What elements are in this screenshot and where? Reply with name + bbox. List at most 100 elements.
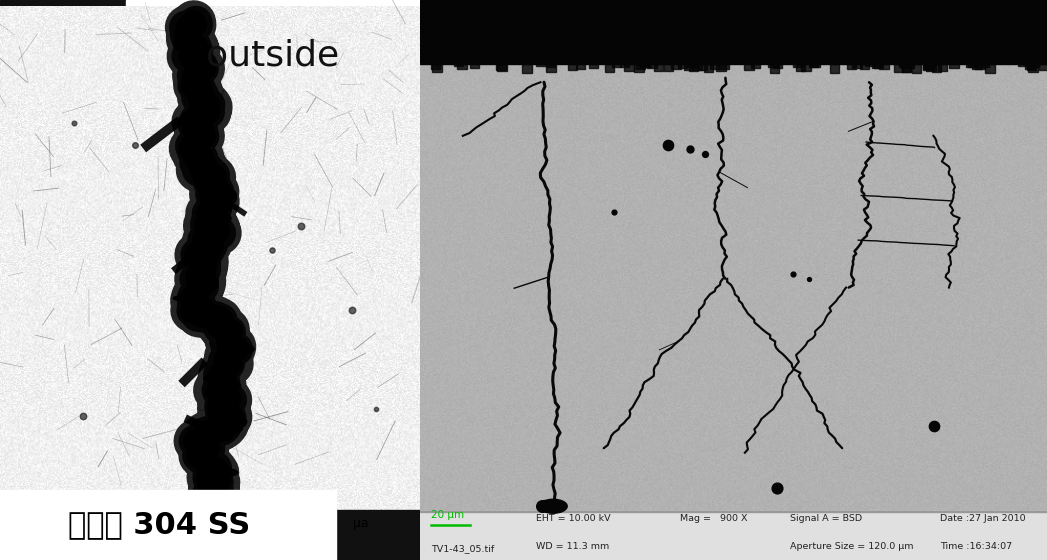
Ellipse shape — [211, 169, 222, 181]
Text: Aperture Size = 120.0 μm: Aperture Size = 120.0 μm — [789, 542, 913, 551]
Point — [74, 412, 91, 421]
Bar — [744, 64, 754, 70]
Point — [800, 274, 817, 283]
Bar — [872, 64, 882, 68]
Ellipse shape — [191, 62, 195, 69]
Bar — [773, 64, 782, 68]
Bar — [1028, 64, 1038, 72]
Ellipse shape — [200, 234, 217, 247]
Ellipse shape — [191, 77, 201, 83]
Ellipse shape — [213, 488, 224, 501]
Ellipse shape — [174, 296, 192, 301]
Bar — [642, 64, 651, 67]
Ellipse shape — [198, 433, 208, 440]
Ellipse shape — [195, 135, 213, 142]
Bar — [536, 64, 545, 66]
Ellipse shape — [201, 460, 219, 471]
Bar — [698, 64, 708, 70]
Ellipse shape — [188, 157, 195, 164]
Ellipse shape — [215, 214, 231, 222]
Bar — [458, 64, 467, 69]
Bar — [430, 64, 440, 69]
Bar — [547, 64, 555, 67]
Bar — [497, 64, 507, 71]
Point — [127, 141, 143, 150]
Ellipse shape — [210, 366, 220, 376]
Bar — [794, 64, 803, 67]
Bar — [1025, 64, 1034, 69]
Bar — [0, 490, 336, 560]
Ellipse shape — [216, 228, 221, 238]
Bar — [567, 64, 577, 70]
Text: 제어봉 304 SS: 제어봉 304 SS — [68, 510, 250, 539]
Bar — [901, 64, 911, 68]
Point — [367, 404, 384, 413]
Bar — [866, 64, 875, 66]
Bar — [0, 510, 420, 560]
Ellipse shape — [187, 32, 195, 42]
Ellipse shape — [190, 111, 207, 123]
Ellipse shape — [228, 400, 232, 414]
Bar — [470, 64, 480, 68]
Text: Date :27 Jan 2010: Date :27 Jan 2010 — [940, 514, 1026, 522]
Ellipse shape — [188, 120, 195, 128]
Bar — [496, 64, 506, 71]
Bar — [453, 64, 463, 66]
Ellipse shape — [228, 190, 237, 203]
Ellipse shape — [216, 350, 229, 363]
Bar — [901, 64, 911, 72]
Ellipse shape — [187, 20, 203, 25]
Ellipse shape — [539, 500, 567, 514]
Ellipse shape — [229, 416, 247, 428]
Point — [179, 313, 196, 322]
Bar — [873, 64, 883, 68]
Point — [65, 119, 82, 128]
Bar — [684, 64, 693, 70]
Ellipse shape — [192, 67, 197, 79]
Bar — [688, 64, 697, 67]
Ellipse shape — [188, 83, 201, 92]
Ellipse shape — [183, 143, 198, 148]
Ellipse shape — [195, 54, 209, 63]
Ellipse shape — [204, 374, 223, 382]
Bar — [634, 64, 644, 72]
Bar — [894, 64, 904, 72]
Bar — [640, 64, 649, 67]
Bar — [985, 64, 995, 73]
Bar — [420, 511, 1047, 560]
Bar — [770, 64, 779, 73]
Ellipse shape — [197, 266, 214, 273]
Bar — [1030, 64, 1040, 67]
Text: TV1-43_05.tif: TV1-43_05.tif — [431, 544, 494, 553]
Bar — [704, 64, 713, 72]
Point — [344, 306, 361, 315]
Ellipse shape — [185, 287, 203, 296]
Bar — [716, 64, 726, 71]
Bar — [588, 64, 598, 68]
Bar — [879, 64, 889, 69]
Bar — [932, 64, 941, 72]
Bar — [605, 64, 615, 72]
Bar — [968, 64, 978, 67]
Bar — [972, 64, 981, 69]
Bar — [901, 64, 911, 72]
Bar — [751, 64, 760, 68]
Ellipse shape — [220, 408, 238, 421]
Ellipse shape — [182, 310, 197, 315]
Bar — [126, 0, 420, 101]
Bar — [710, 64, 719, 69]
Ellipse shape — [196, 98, 205, 106]
Bar — [692, 64, 701, 69]
Point — [697, 149, 714, 158]
Bar — [1039, 64, 1047, 69]
Bar — [689, 64, 698, 71]
Ellipse shape — [185, 303, 194, 308]
Ellipse shape — [205, 482, 219, 492]
Ellipse shape — [199, 164, 218, 171]
Bar — [671, 64, 681, 69]
Bar — [432, 64, 442, 72]
Ellipse shape — [190, 24, 196, 36]
Point — [768, 484, 785, 493]
Text: Mag =   900 X: Mag = 900 X — [681, 514, 748, 522]
Ellipse shape — [196, 259, 204, 265]
